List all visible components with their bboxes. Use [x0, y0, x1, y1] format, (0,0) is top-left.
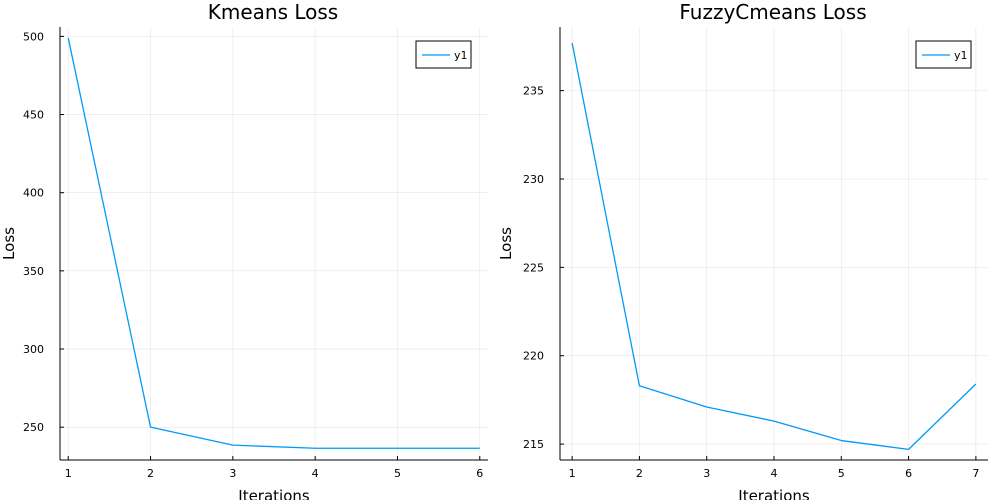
data-point: [974, 383, 977, 386]
y-axis-label: Loss: [0, 227, 18, 260]
data-point: [149, 426, 152, 429]
x-tick-label: 5: [838, 467, 845, 480]
data-point: [773, 420, 776, 423]
x-tick-label: 1: [569, 467, 576, 480]
x-tick-label: 3: [703, 467, 710, 480]
x-tick-label: 7: [972, 467, 979, 480]
y-tick-label: 350: [23, 265, 44, 278]
y-tick-label: 450: [23, 109, 44, 122]
series-line-y1: [67, 37, 480, 449]
x-tick-label: 6: [476, 467, 483, 480]
y-tick-label: 225: [523, 261, 544, 274]
y-tick-label: 235: [523, 85, 544, 98]
y-tick-label: 250: [23, 421, 44, 434]
x-tick-label: 6: [905, 467, 912, 480]
series-line-y1: [571, 42, 977, 451]
x-tick-label: 4: [312, 467, 319, 480]
y-tick-label: 230: [523, 173, 544, 186]
chart-title: FuzzyCmeans Loss: [679, 0, 866, 24]
data-point: [67, 36, 70, 39]
x-axis-label: Iterations: [238, 487, 310, 500]
chart-title: Kmeans Loss: [208, 0, 338, 24]
data-point: [231, 444, 234, 447]
data-point: [396, 447, 399, 450]
y-tick-label: 215: [523, 438, 544, 451]
y-tick-label: 500: [23, 30, 44, 43]
x-tick-label: 5: [394, 467, 401, 480]
y-tick-label: 400: [23, 187, 44, 200]
data-point: [638, 384, 641, 387]
data-point: [705, 405, 708, 408]
data-point: [840, 439, 843, 442]
x-tick-label: 4: [771, 467, 778, 480]
y-tick-label: 300: [23, 343, 44, 356]
data-point: [571, 41, 574, 44]
data-point: [907, 448, 910, 451]
legend-label: y1: [454, 49, 468, 62]
x-tick-label: 3: [229, 467, 236, 480]
y-axis-label: Loss: [497, 227, 515, 260]
x-tick-label: 2: [636, 467, 643, 480]
x-axis-label: Iterations: [738, 487, 810, 500]
data-point: [314, 447, 317, 450]
x-tick-label: 2: [147, 467, 154, 480]
x-tick-label: 1: [65, 467, 72, 480]
legend-label: y1: [954, 49, 968, 62]
data-point: [478, 447, 481, 450]
y-tick-label: 220: [523, 350, 544, 363]
